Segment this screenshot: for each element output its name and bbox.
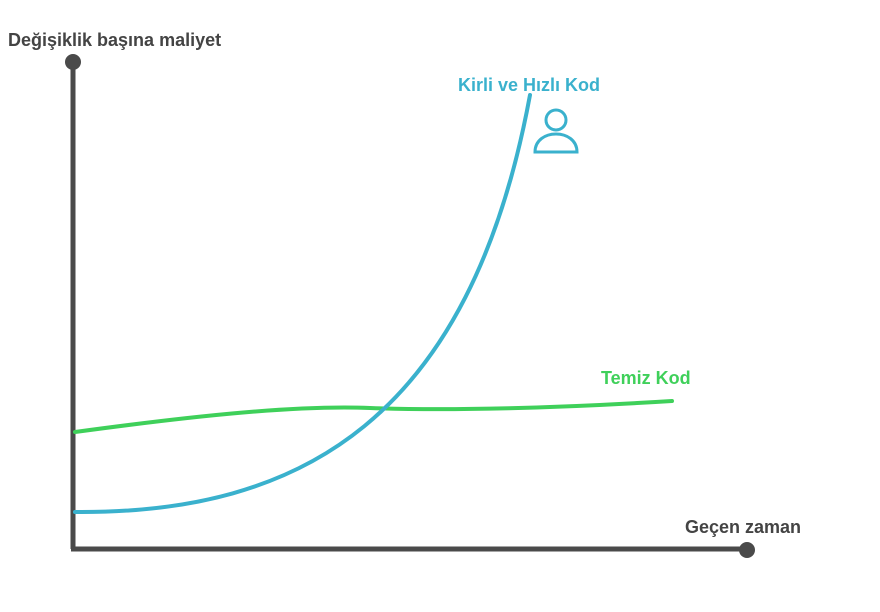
y-axis-end xyxy=(65,54,81,70)
y-axis-label: Değişiklik başına maliyet xyxy=(8,30,221,50)
person-icon xyxy=(533,108,579,154)
x-axis-label: Geçen zaman xyxy=(685,517,801,537)
clean-code-label: Temiz Kod xyxy=(601,368,691,388)
dirty-code-label: Kirli ve Hızlı Kod xyxy=(458,75,600,95)
x-axis-end xyxy=(739,542,755,558)
clean-code-curve xyxy=(73,399,674,434)
dirty-code-curve xyxy=(73,93,532,515)
